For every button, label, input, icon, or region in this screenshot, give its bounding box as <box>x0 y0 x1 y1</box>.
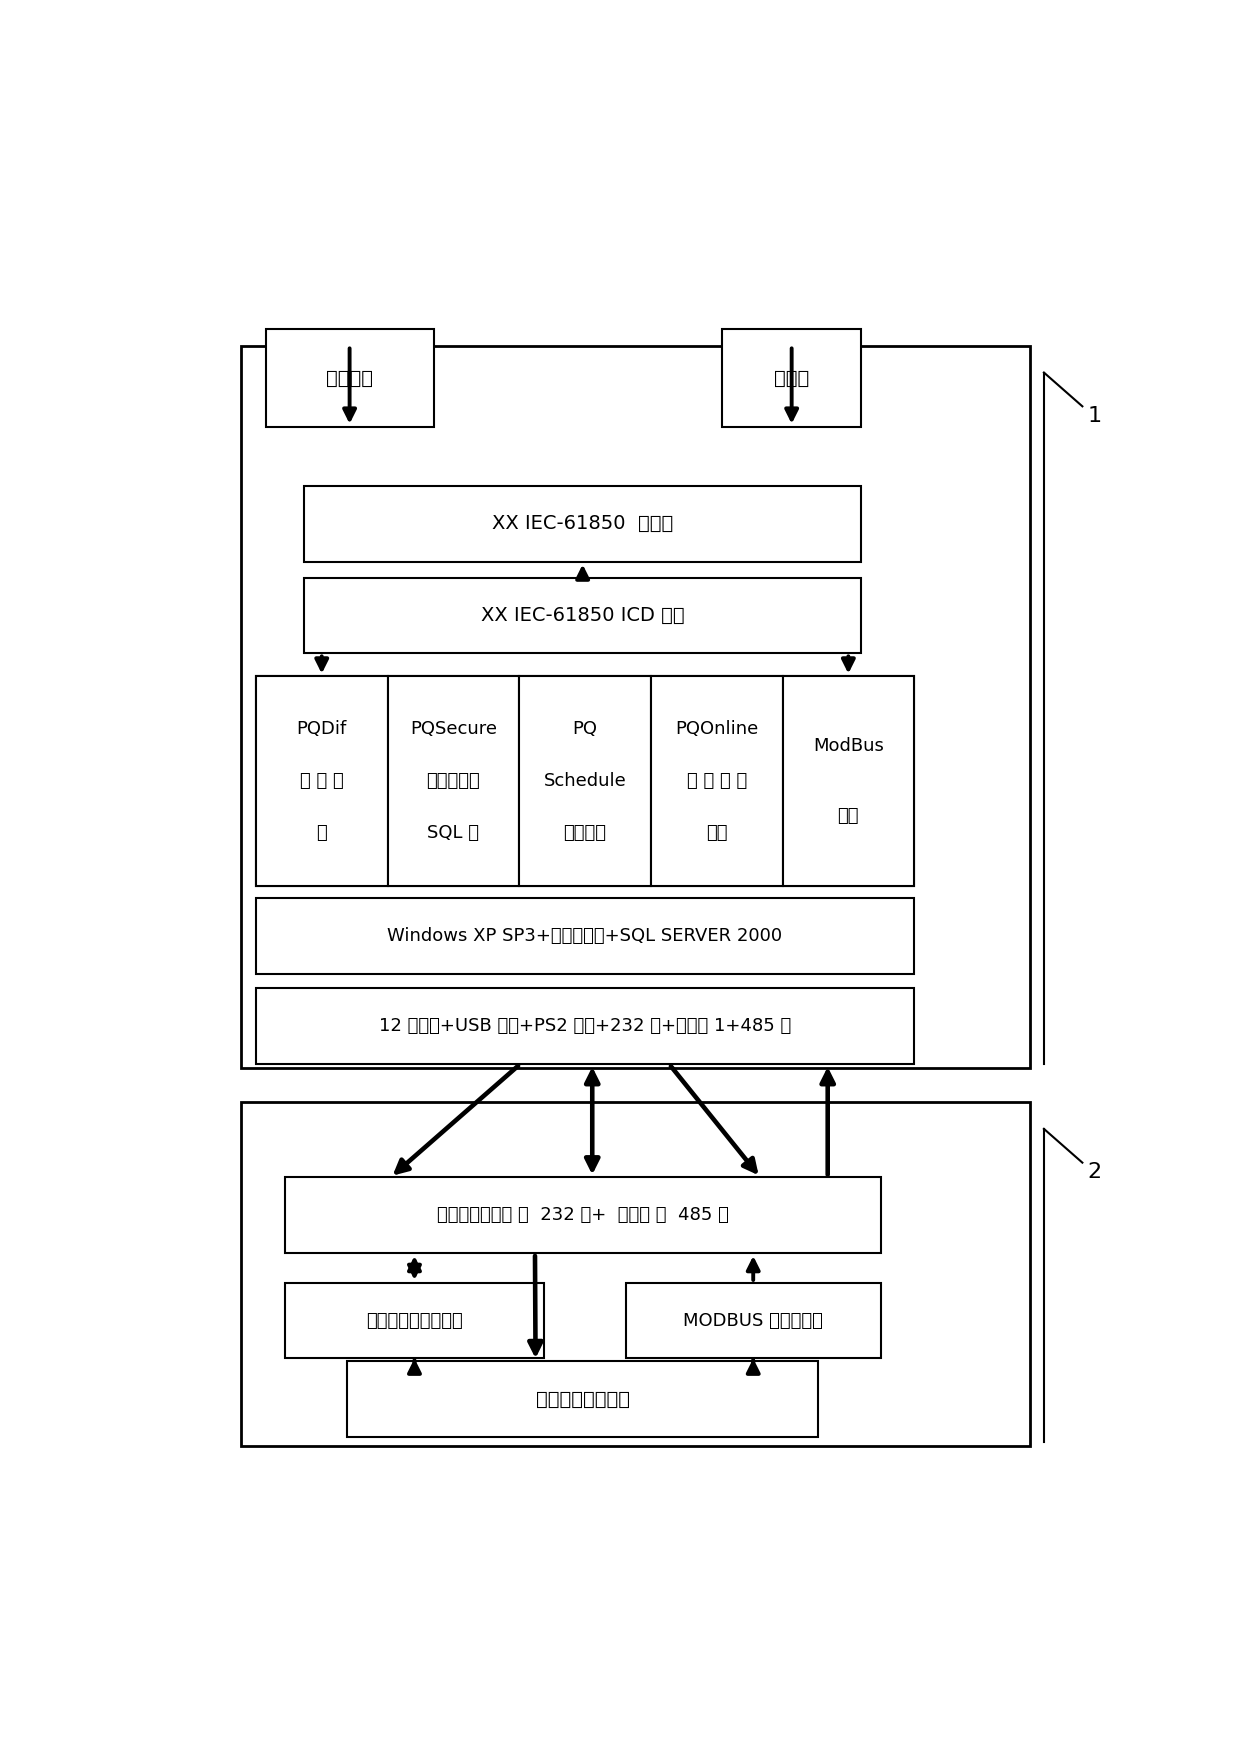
Bar <box>285 1282 544 1358</box>
Bar <box>255 898 914 973</box>
Text: 12 寸彩显+USB 鼠标+PS2 键盘+232 口+以太网 1+485 口: 12 寸彩显+USB 鼠标+PS2 键盘+232 口+以太网 1+485 口 <box>379 1017 791 1035</box>
Text: 内置调制解调器 ＋  232 口+  以太网 ＋  485 口: 内置调制解调器 ＋ 232 口+ 以太网 ＋ 485 口 <box>436 1207 729 1224</box>
Text: XX IEC-61850 ICD 模型: XX IEC-61850 ICD 模型 <box>481 607 684 624</box>
Text: 历史数据: 历史数据 <box>326 368 373 388</box>
Text: SQL 库: SQL 库 <box>428 824 480 842</box>
Text: 2: 2 <box>1087 1163 1101 1182</box>
Text: 实时值: 实时值 <box>774 368 810 388</box>
Text: 电能质量监测终端: 电能质量监测终端 <box>536 1389 630 1408</box>
Text: Schedule: Schedule <box>543 772 626 789</box>
Text: 件: 件 <box>316 824 327 842</box>
Text: ModBus: ModBus <box>813 737 884 756</box>
Bar <box>255 677 388 886</box>
Text: MODBUS 参数寄存器: MODBUS 参数寄存器 <box>683 1312 823 1330</box>
Text: 1: 1 <box>1087 405 1101 426</box>
Bar <box>651 677 782 886</box>
Bar <box>304 577 862 654</box>
Text: 软件: 软件 <box>706 824 728 842</box>
Bar <box>626 1282 880 1358</box>
Bar <box>255 989 914 1065</box>
Bar <box>265 330 434 426</box>
Text: 下载软件: 下载软件 <box>563 824 606 842</box>
Bar <box>782 677 914 886</box>
Bar <box>242 1102 1029 1447</box>
Text: 电能质量参数存储器: 电能质量参数存储器 <box>366 1312 463 1330</box>
Text: PQDif: PQDif <box>296 719 347 738</box>
Bar <box>388 677 520 886</box>
Text: PQ: PQ <box>573 719 598 738</box>
Text: PQOnline: PQOnline <box>675 719 759 738</box>
Text: XX IEC-61850  数据库: XX IEC-61850 数据库 <box>492 514 673 533</box>
Text: PQSecure: PQSecure <box>410 719 497 738</box>
Bar <box>285 1177 880 1252</box>
Bar <box>255 677 914 886</box>
Bar <box>304 486 862 561</box>
Text: 转换: 转换 <box>837 807 859 824</box>
Bar <box>722 330 862 426</box>
Text: 打 包 软: 打 包 软 <box>300 772 343 789</box>
Text: 仪 表 配 置: 仪 表 配 置 <box>687 772 746 789</box>
Bar <box>520 677 651 886</box>
Bar <box>347 1361 818 1437</box>
Bar <box>242 346 1029 1068</box>
Text: 分析软件，: 分析软件， <box>427 772 480 789</box>
Text: Windows XP SP3+触摸屏软件+SQL SERVER 2000: Windows XP SP3+触摸屏软件+SQL SERVER 2000 <box>387 926 782 945</box>
